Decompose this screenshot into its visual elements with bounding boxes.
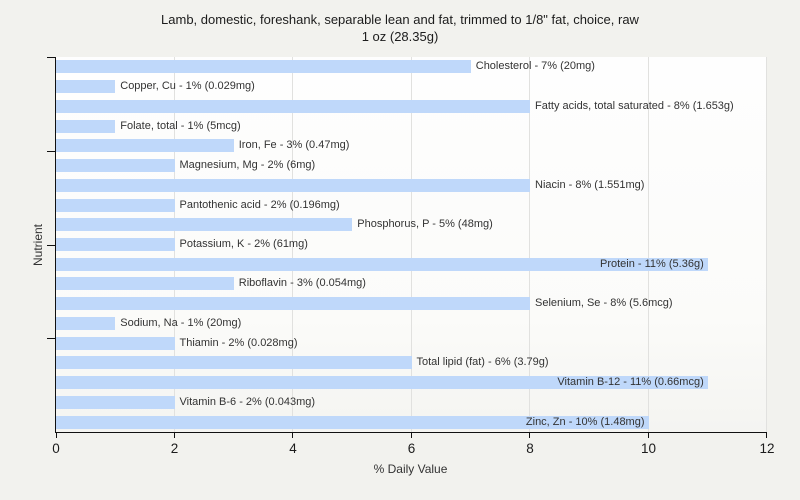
bar	[56, 336, 175, 350]
bar-label: Protein - 11% (5.36g)	[600, 257, 704, 270]
y-axis-tick	[47, 150, 56, 152]
y-axis-label: Nutrient	[31, 223, 45, 267]
gridline	[410, 57, 412, 432]
gridline	[292, 57, 293, 432]
bar	[56, 257, 708, 271]
chart-title-line-1: Lamb, domestic, foreshank, separable lea…	[161, 12, 639, 27]
bar-label: Total lipid (fat) - 6% (3.79g)	[416, 356, 549, 369]
x-tick-label: 8	[526, 441, 534, 456]
bar-label: Riboflavin - 3% (0.054mg)	[238, 277, 366, 290]
x-axis-tick	[173, 433, 175, 438]
bar	[56, 139, 234, 153]
bar	[56, 356, 412, 370]
bar	[56, 218, 353, 232]
bar	[56, 119, 116, 133]
x-tick-label: 2	[170, 441, 179, 456]
gridline	[766, 57, 767, 432]
bar	[56, 178, 530, 192]
y-axis-tick	[47, 244, 56, 246]
x-axis-tick	[647, 433, 649, 438]
bar	[56, 395, 175, 409]
bar	[56, 297, 530, 311]
bar	[56, 238, 175, 251]
bar-label: Magnesium, Mg - 2% (6mg)	[179, 159, 316, 172]
x-axis-tick	[529, 433, 530, 438]
x-tick-label: 10	[640, 441, 657, 456]
bar-label: Folate, total - 1% (5mcg)	[120, 119, 241, 132]
bar-label: Sodium, Na - 1% (20mg)	[120, 316, 242, 329]
bar	[56, 198, 175, 212]
x-axis-tick	[56, 433, 57, 438]
bar-label: Selenium, Se - 8% (5.6mcg)	[535, 297, 673, 310]
bar	[56, 277, 234, 291]
x-tick-label: 0	[52, 441, 60, 456]
bar	[56, 316, 116, 330]
bar-label: Fatty acids, total saturated - 8% (1.653…	[535, 99, 734, 112]
gridline	[647, 57, 649, 432]
bar-label: Phosphorus, P - 5% (48mg)	[357, 218, 493, 231]
bar	[56, 415, 649, 429]
bar-label: Niacin - 8% (1.551mg)	[535, 178, 645, 191]
bar-label: Iron, Fe - 3% (0.47mg)	[238, 139, 350, 152]
y-axis-tick	[47, 338, 56, 340]
bar	[56, 159, 175, 173]
x-tick-label: 12	[759, 441, 775, 456]
bar-label: Cholesterol - 7% (20mg)	[475, 60, 595, 73]
chart-title-line-2: 1 oz (28.35g)	[361, 29, 439, 44]
x-axis-tick	[292, 433, 293, 438]
bar-label: Pantothenic acid - 2% (0.196mg)	[179, 198, 340, 211]
x-tick-label: 4	[289, 441, 297, 456]
bar-label: Vitamin B-12 - 11% (0.66mcg)	[557, 376, 704, 389]
plot-area: Cholesterol - 7% (20mg) Copper, Cu - 1% (…	[47, 57, 775, 456]
bar-label: Copper, Cu - 1% (0.029mg)	[120, 80, 255, 93]
bar-label: Zinc, Zn - 10% (1.48mg)	[525, 415, 645, 428]
bar	[56, 60, 471, 74]
bar	[56, 376, 708, 390]
bar-label: Thiamin - 2% (0.028mg)	[179, 336, 298, 349]
x-tick-label: 6	[407, 441, 416, 456]
x-axis-tick	[410, 433, 412, 438]
x-axis-tick	[766, 433, 767, 438]
bar	[56, 99, 530, 113]
bar-label: Vitamin B-6 - 2% (0.043mg)	[179, 395, 316, 408]
bar-label: Potassium, K - 2% (61mg)	[179, 238, 308, 250]
gridline	[529, 57, 530, 432]
bar	[56, 80, 116, 94]
x-axis-label: % Daily Value	[373, 462, 448, 476]
y-axis-tick	[47, 57, 56, 58]
chart-title: Lamb, domestic, foreshank, separable lea…	[0, 11, 800, 45]
